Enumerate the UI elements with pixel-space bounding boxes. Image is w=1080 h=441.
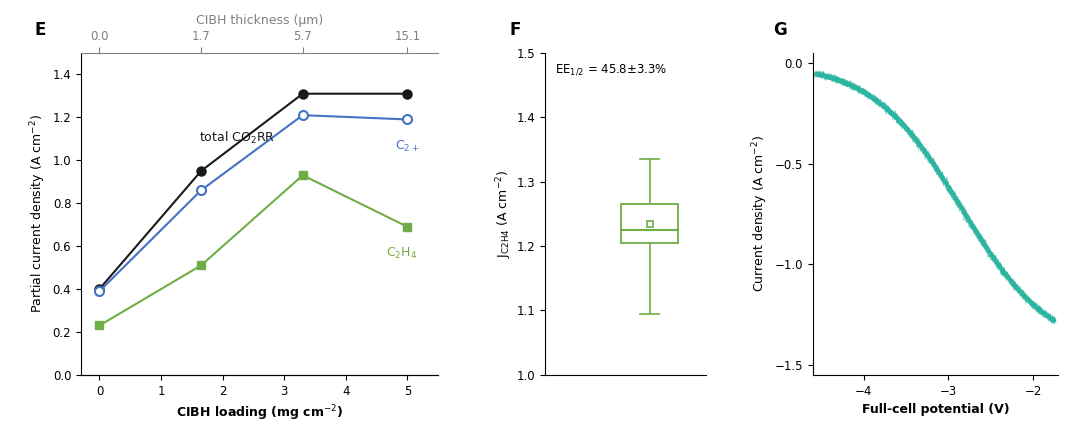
Text: F: F: [510, 21, 522, 39]
X-axis label: CIBH loading (mg cm$^{-2}$): CIBH loading (mg cm$^{-2}$): [176, 403, 343, 423]
Y-axis label: Current density (A cm$^{-2}$): Current density (A cm$^{-2}$): [751, 135, 770, 292]
X-axis label: Full-cell potential (V): Full-cell potential (V): [862, 403, 1010, 416]
Text: C$_2$H$_4$: C$_2$H$_4$: [386, 246, 417, 261]
Text: total CO$_2$RR: total CO$_2$RR: [199, 130, 275, 146]
Text: E: E: [35, 21, 46, 39]
Y-axis label: J$_\mathrm{C2H4}$ (A cm$^{-2}$): J$_\mathrm{C2H4}$ (A cm$^{-2}$): [495, 170, 514, 258]
Text: G: G: [773, 21, 787, 39]
Text: EE$_{1/2}$ = 45.8±3.3%: EE$_{1/2}$ = 45.8±3.3%: [555, 63, 667, 77]
Text: C$_{2+}$: C$_{2+}$: [395, 139, 420, 154]
Y-axis label: Partial current density (A cm$^{-2}$): Partial current density (A cm$^{-2}$): [29, 115, 49, 313]
Bar: [621, 204, 678, 243]
X-axis label: CIBH thickness (μm): CIBH thickness (μm): [195, 14, 323, 27]
